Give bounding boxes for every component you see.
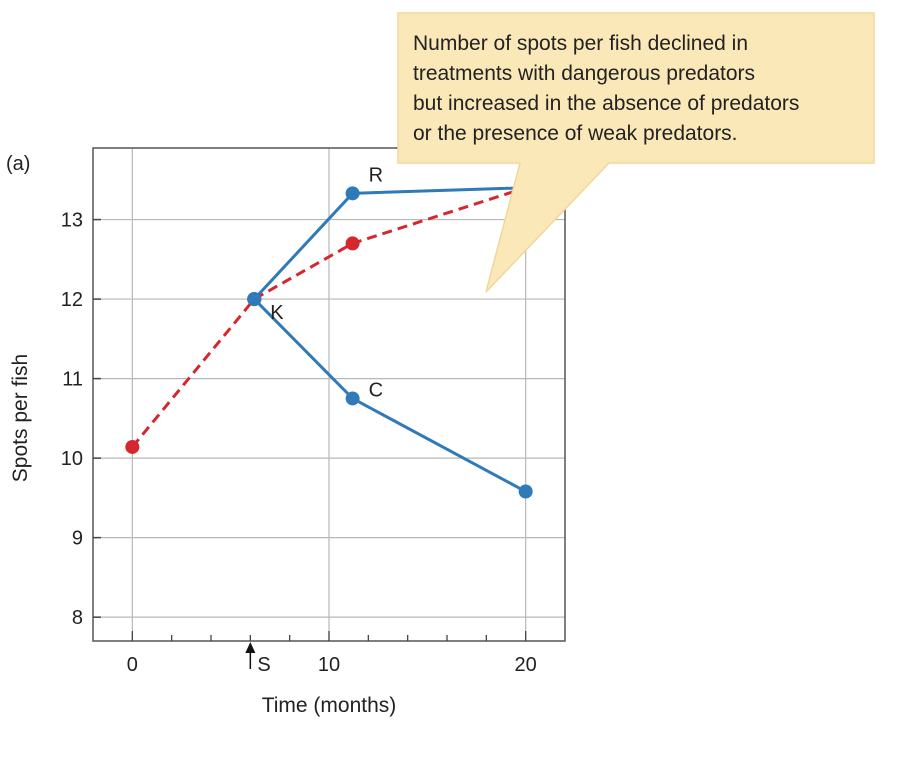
grid	[93, 148, 565, 641]
series-line-K	[131, 186, 527, 448]
series-label-R: R	[369, 164, 383, 186]
data-point-C	[345, 391, 360, 406]
annotation-line: treatments with dangerous predators	[413, 62, 755, 85]
x-tick-label: 20	[515, 654, 537, 676]
data-point-K	[345, 236, 360, 251]
x-axis-title: Time (months)	[262, 694, 397, 717]
x-tick-label: 0	[127, 654, 138, 676]
y-tick-label: 11	[62, 369, 83, 391]
data-point-shared	[247, 292, 262, 307]
series-line-C	[253, 298, 527, 493]
series-label-K: K	[270, 302, 284, 324]
data-point-C	[518, 484, 533, 499]
y-axis-title: Spots per fish	[9, 354, 32, 482]
y-tick-label: 12	[61, 289, 83, 311]
annotation-line: or the presence of weak predators.	[413, 122, 738, 145]
axis-ticks: 8 9 10 11 12 13 0 10 20 S	[61, 210, 537, 676]
annotation-bubble	[397, 12, 875, 293]
data-point-K	[125, 439, 140, 454]
y-tick-label: 8	[72, 607, 83, 629]
annotation-text: Number of spots per fish declined in trea…	[413, 32, 799, 145]
series-line-R	[253, 186, 526, 301]
data-point-R	[345, 186, 360, 201]
panel-label: (a)	[6, 153, 30, 175]
series-group: R K C	[125, 164, 533, 499]
y-tick-label: 9	[72, 528, 83, 550]
start-marker-label: S	[257, 654, 270, 676]
annotation-line: but increased in the absence of predator…	[413, 92, 799, 115]
annotation-line: Number of spots per fish declined in	[413, 32, 748, 55]
series-label-C: C	[369, 379, 383, 401]
start-marker-arrow-head	[245, 642, 256, 653]
x-tick-label: 10	[318, 654, 340, 676]
y-tick-label: 13	[61, 210, 83, 232]
annotation-callout: Number of spots per fish declined in trea…	[397, 12, 875, 293]
y-tick-label: 10	[61, 448, 83, 470]
